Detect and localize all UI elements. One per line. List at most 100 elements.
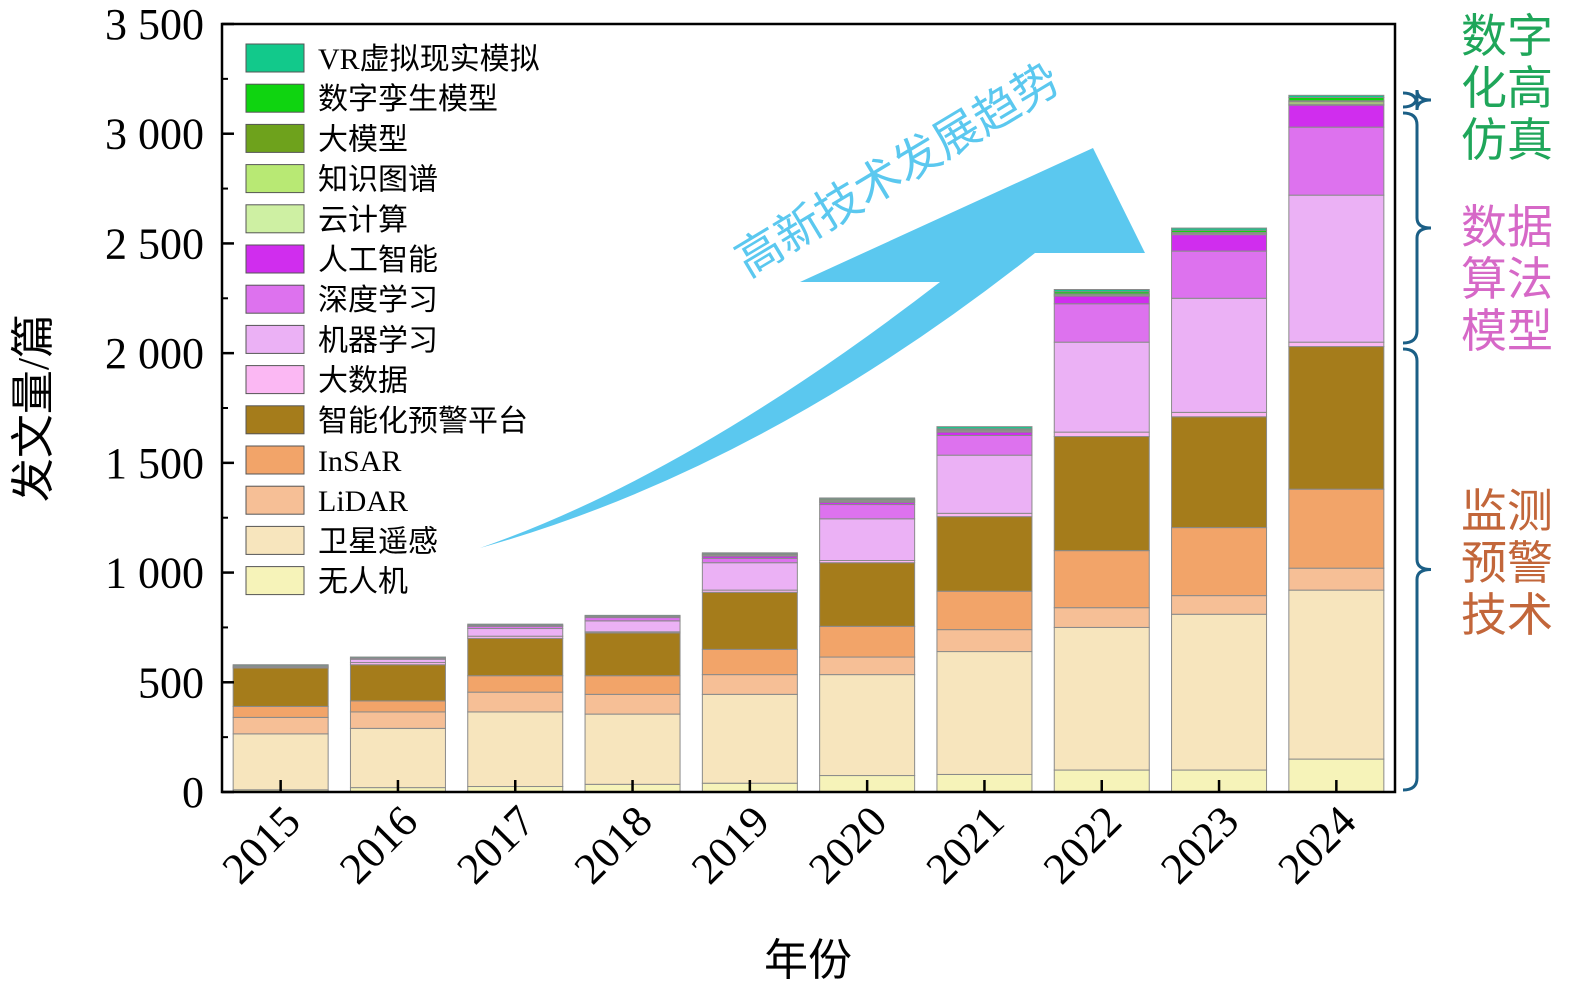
bar-2020-series-6	[819, 518, 916, 562]
bar-2019-series-4	[701, 591, 798, 650]
bar-2020-series-1	[819, 674, 916, 777]
legend-swatch-4	[245, 204, 305, 234]
group-label-2-line-0: 监测	[1461, 486, 1553, 537]
bar-2023-series-6	[1171, 297, 1268, 413]
bar-2019-series-1	[701, 693, 798, 784]
bar-2015-series-4	[232, 667, 329, 707]
bar-2020-series-13	[819, 497, 916, 500]
bar-2021-series-6	[936, 454, 1033, 514]
legend-label-13: 无人机	[318, 566, 408, 599]
bar-2021-series-13	[936, 426, 1033, 430]
legend-swatch-12	[245, 525, 305, 555]
bar-2021-series-1	[936, 651, 1033, 775]
bar-2021-series-7	[936, 434, 1033, 456]
bar-2016-series-1	[349, 727, 446, 789]
x-axis-title: 年份	[764, 936, 852, 985]
bar-2024-series-1	[1288, 589, 1385, 760]
bar-2022-series-6	[1053, 341, 1150, 433]
legend-swatch-11	[245, 485, 305, 515]
legend-label-9: 智能化预警平台	[318, 405, 528, 438]
legend-label-3: 知识图谱	[318, 164, 438, 197]
y-tick-label-500: 500	[138, 658, 204, 707]
legend-label-1: 数字孪生模型	[318, 83, 498, 116]
legend-label-12: 卫星遥感	[318, 525, 438, 558]
bar-2024-series-4	[1288, 346, 1385, 490]
x-tick-label-2018: 2018	[565, 796, 662, 893]
group-label-1-line-1: 算法	[1461, 254, 1553, 305]
bracket-digital-simulation	[1402, 89, 1432, 111]
bar-2024-series-8	[1288, 104, 1385, 128]
x-tick-label-2019: 2019	[682, 796, 779, 893]
bar-2022-series-4	[1053, 436, 1150, 552]
legend-swatch-3	[245, 164, 305, 194]
bar-2023-series-7	[1171, 250, 1268, 299]
x-tick-label-2022: 2022	[1034, 796, 1131, 893]
y-tick-label-2500: 2 500	[105, 219, 204, 268]
group-label-2-line-1: 预警	[1461, 538, 1553, 589]
legend: VR虚拟现实模拟数字孪生模型大模型知识图谱云计算人工智能深度学习机器学习大数据智…	[245, 43, 540, 599]
bar-2016-series-13	[349, 656, 446, 659]
bar-2019-series-6	[701, 562, 798, 591]
bracket-monitoring	[1402, 347, 1432, 792]
bar-2022-series-2	[1053, 607, 1150, 628]
trend-arrow-layer: 高新技术发展趋势	[480, 53, 1145, 548]
bar-2024-series-6	[1288, 194, 1385, 343]
legend-label-6: 深度学习	[318, 284, 438, 317]
x-tick-label-2020: 2020	[799, 796, 896, 893]
bar-2015-series-3	[232, 705, 329, 718]
bar-2022-series-1	[1053, 626, 1150, 771]
bar-2019-series-2	[701, 674, 798, 695]
legend-label-2: 大模型	[318, 123, 408, 156]
legend-label-4: 云计算	[318, 204, 408, 237]
x-tick-label-2015: 2015	[213, 796, 310, 893]
bar-2017-series-1	[467, 711, 564, 788]
bar-2017-series-6	[467, 628, 564, 637]
legend-swatch-2	[245, 123, 305, 153]
legend-label-0: VR虚拟现实模拟	[318, 43, 540, 76]
trend-arrow	[480, 148, 1145, 548]
bar-2024-series-2	[1288, 567, 1385, 591]
y-tick-label-1500: 1 500	[105, 439, 204, 488]
bar-2019-series-3	[701, 648, 798, 676]
legend-swatch-9	[245, 405, 305, 435]
bar-2024-series-7	[1288, 126, 1385, 196]
bar-2017-series-13	[467, 623, 564, 626]
bar-2021-series-4	[936, 516, 1033, 592]
group-label-1-line-2: 模型	[1461, 306, 1553, 357]
y-axis-title: 发文量/篇	[9, 314, 58, 502]
y-tick-label-1000: 1 000	[105, 549, 204, 598]
bar-2023-series-5	[1171, 411, 1268, 418]
bar-2015-series-2	[232, 716, 329, 735]
legend-label-8: 大数据	[318, 365, 408, 398]
bar-2022-series-7	[1053, 303, 1150, 343]
bar-2022-series-13	[1053, 289, 1150, 293]
group-label-0-line-2: 仿真	[1461, 115, 1553, 166]
x-tick-label-2017: 2017	[447, 796, 544, 893]
group-label-0-line-1: 化高	[1461, 63, 1553, 114]
bar-2015-series-13	[232, 664, 329, 667]
bar-2020-series-3	[819, 625, 916, 658]
legend-label-5: 人工智能	[318, 244, 438, 277]
bar-2018-series-6	[584, 620, 681, 633]
bar-2022-series-8	[1053, 295, 1150, 305]
legend-swatch-13	[245, 566, 305, 596]
bar-2020-series-2	[819, 656, 916, 676]
bar-2018-series-4	[584, 632, 681, 677]
bar-2023-series-3	[1171, 527, 1268, 597]
bar-2018-series-13	[584, 614, 681, 617]
bar-2018-series-3	[584, 675, 681, 695]
legend-swatch-10	[245, 445, 305, 475]
bar-2020-series-4	[819, 562, 916, 627]
bar-2023-series-8	[1171, 234, 1268, 252]
bar-2019-series-7	[701, 557, 798, 564]
bar-2017-series-3	[467, 675, 564, 693]
bar-2016-series-3	[349, 700, 446, 713]
bar-2016-series-2	[349, 711, 446, 729]
legend-label-7: 机器学习	[318, 324, 438, 357]
bar-2016-series-4	[349, 664, 446, 702]
bar-2019-series-13	[701, 552, 798, 555]
group-label-0-line-0: 数字	[1461, 11, 1553, 62]
legend-swatch-5	[245, 244, 305, 274]
bar-2022-series-5	[1053, 431, 1150, 438]
